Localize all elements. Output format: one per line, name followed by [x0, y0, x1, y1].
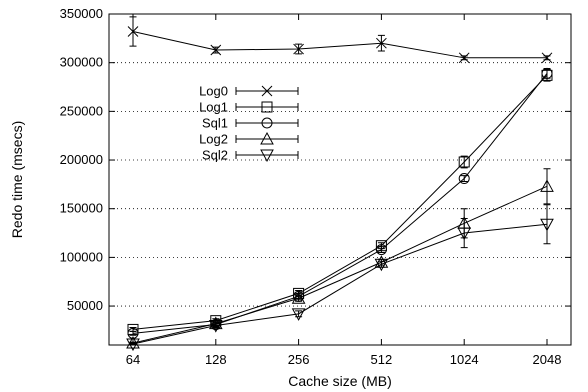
series-log1 — [127, 68, 553, 335]
data-point — [291, 308, 306, 321]
legend-label: Log1 — [199, 100, 228, 115]
data-point — [376, 37, 387, 49]
x-tick-label: 64 — [126, 352, 140, 367]
plot-series — [126, 16, 554, 352]
axis-ticks: 50000 100000 150000 200000 250000 300000 35000… — [60, 6, 571, 367]
legend-label: Sql2 — [202, 148, 228, 163]
data-point — [127, 327, 139, 339]
grid-lines — [109, 62, 571, 307]
error-bar — [543, 204, 551, 245]
data-point — [541, 67, 553, 79]
y-tick-label: 350000 — [60, 6, 103, 21]
legend-label: Sql1 — [202, 116, 228, 131]
error-bar — [460, 155, 468, 169]
data-point — [458, 52, 470, 64]
data-point — [291, 291, 306, 304]
y-tick-label: 50000 — [67, 298, 103, 313]
series-line-sql1 — [132, 73, 548, 334]
legend-label: Log0 — [199, 84, 228, 99]
series-line-log2 — [132, 185, 548, 344]
legend-entry-sql2: Sql2 — [202, 148, 299, 163]
error-bar — [543, 168, 551, 205]
data-point — [210, 44, 222, 56]
series-line-sql2 — [132, 223, 548, 345]
data-point — [208, 316, 223, 330]
legend-marker — [260, 131, 274, 145]
series-line-log1 — [132, 74, 548, 330]
data-point — [458, 173, 470, 185]
legend-sample-line — [235, 103, 299, 111]
data-point — [540, 218, 554, 232]
x-tick-label: 128 — [205, 352, 227, 367]
data-point — [457, 227, 472, 241]
data-point — [127, 26, 139, 37]
legend-sample-line — [235, 151, 299, 159]
data-point — [458, 156, 470, 168]
y-tick-label: 100000 — [60, 249, 103, 264]
x-tick-label: 1024 — [450, 352, 479, 367]
error-bar — [460, 217, 468, 249]
legend-sample-line — [235, 135, 299, 143]
y-tick-label: 250000 — [60, 103, 103, 118]
data-point — [293, 43, 304, 55]
data-point — [540, 179, 554, 192]
legend-marker — [261, 85, 273, 97]
plot-frame — [108, 13, 572, 346]
x-tick-label: 512 — [371, 352, 393, 367]
series-sql1 — [127, 67, 553, 339]
error-bar — [460, 175, 468, 182]
legend-entry-log2: Log2 — [199, 131, 299, 147]
legend-marker — [260, 149, 274, 163]
error-bar — [295, 310, 303, 318]
data-point — [375, 244, 387, 256]
x-tick-label: 2048 — [533, 352, 562, 367]
legend-marker — [261, 117, 273, 129]
legend-sample-line — [235, 119, 299, 127]
error-bar — [295, 294, 303, 302]
y-tick-label: 150000 — [60, 201, 103, 216]
series-sql2 — [126, 204, 554, 352]
legend-entry-log1: Log1 — [199, 100, 299, 115]
legend-marker — [261, 101, 273, 113]
y-tick-label: 300000 — [60, 55, 103, 70]
legend-entry-log0: Log0 — [199, 84, 299, 99]
y-axis-label: Redo time (msecs) — [9, 121, 25, 238]
series-log0 — [127, 16, 553, 64]
legend-entry-sql1: Sql1 — [202, 116, 299, 131]
error-bar — [377, 260, 385, 268]
x-tick-label: 256 — [288, 352, 310, 367]
series-line-log0 — [132, 31, 547, 59]
error-bar — [129, 330, 137, 336]
data-point — [208, 320, 223, 333]
y-tick-label: 200000 — [60, 152, 103, 167]
legend-label: Log2 — [199, 132, 228, 147]
error-bar — [377, 246, 385, 254]
data-point — [374, 258, 389, 272]
series-log2 — [126, 168, 554, 349]
x-axis-label: Cache size (MB) — [288, 373, 391, 389]
data-point — [541, 52, 553, 64]
